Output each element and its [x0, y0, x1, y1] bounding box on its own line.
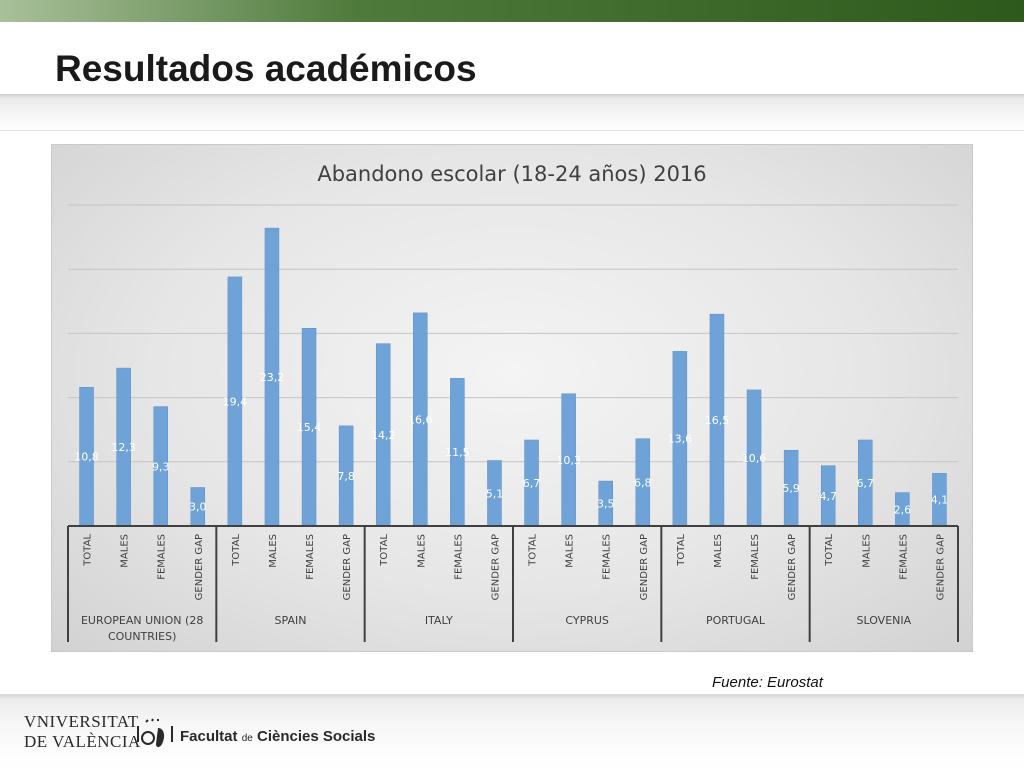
data-label: 10,6 — [742, 452, 767, 465]
category-label: FEMALES — [305, 534, 316, 580]
faculty-word: Facultat — [180, 728, 238, 745]
category-label: GENDER GAP — [342, 534, 353, 600]
university-emblem-icon — [137, 718, 173, 747]
category-label: GENDER GAP — [490, 534, 501, 600]
data-label: 9,3 — [152, 460, 170, 473]
category-label: TOTAL — [379, 534, 390, 567]
data-label: 5,1 — [486, 487, 504, 500]
group-label: EUROPEAN UNION (28 — [81, 614, 203, 627]
title-divider — [0, 94, 1024, 131]
category-label: TOTAL — [676, 534, 687, 567]
chart-title: Abandono escolar (18-24 años) 2016 — [317, 162, 706, 186]
data-label: 15,4 — [297, 421, 322, 434]
data-label: 4,1 — [931, 494, 949, 507]
slide-title: Resultados académicos — [55, 48, 477, 89]
data-label: 6,8 — [634, 476, 652, 489]
category-label: MALES — [861, 534, 872, 568]
group-label: COUNTRIES) — [108, 630, 176, 643]
data-label: 2,6 — [894, 503, 912, 516]
category-label: TOTAL — [528, 534, 539, 567]
category-label: GENDER GAP — [787, 534, 798, 600]
header-band — [0, 0, 1024, 22]
category-label: FEMALES — [750, 534, 761, 580]
group-label: SPAIN — [275, 614, 307, 627]
category-label: GENDER GAP — [935, 534, 946, 600]
data-label: 10,3 — [556, 454, 581, 467]
category-label: TOTAL — [231, 534, 242, 567]
data-label: 4,7 — [819, 490, 837, 503]
faculty-logo: Facultat de Ciències Socials — [180, 728, 375, 745]
data-label: 10,8 — [74, 451, 99, 464]
title-area — [0, 22, 1024, 94]
data-label: 19,4 — [223, 395, 248, 408]
data-label: 6,7 — [523, 477, 541, 490]
footer-band — [0, 694, 1024, 768]
data-label: 14,2 — [371, 429, 396, 442]
faculty-name: Ciències Socials — [256, 728, 376, 745]
university-logo: VNIVERSITAT DE VALÈNCIA — [24, 712, 140, 752]
data-label: 16,6 — [408, 413, 433, 426]
source-note: Fuente: Eurostat — [712, 674, 823, 691]
group-label: SLOVENIA — [857, 614, 912, 627]
category-label: FEMALES — [157, 534, 168, 580]
data-label: 5,9 — [782, 482, 800, 495]
category-label: MALES — [268, 534, 279, 568]
data-label: 7,8 — [337, 470, 355, 483]
chart-container: Abandono escolar (18-24 años) 2016 10,8 TO… — [51, 144, 973, 652]
category-label: FEMALES — [898, 534, 909, 580]
data-label: 6,7 — [857, 477, 875, 490]
group-label: CYPRUS — [565, 614, 609, 627]
category-label: MALES — [713, 534, 724, 568]
category-label: TOTAL — [83, 534, 94, 567]
data-label: 11,5 — [445, 446, 470, 459]
category-label: GENDER GAP — [194, 534, 205, 600]
faculty-de: de — [241, 733, 253, 744]
category-label: FEMALES — [602, 534, 613, 580]
category-label: TOTAL — [824, 534, 835, 567]
data-label: 3,0 — [189, 501, 207, 514]
category-label: MALES — [416, 534, 427, 568]
group-label: PORTUGAL — [706, 614, 766, 627]
data-label: 3,5 — [597, 498, 615, 511]
data-label: 23,2 — [260, 371, 285, 384]
data-label: 12,3 — [111, 441, 136, 454]
group-label: ITALY — [425, 614, 453, 627]
category-label: MALES — [120, 534, 131, 568]
data-label: 13,6 — [668, 433, 693, 446]
category-label: FEMALES — [453, 534, 464, 580]
category-label: GENDER GAP — [639, 534, 650, 600]
university-name-line1: VNIVERSITAT — [24, 712, 139, 731]
university-name-line2: DE VALÈNCIA — [24, 732, 141, 751]
bar-chart: Abandono escolar (18-24 años) 2016 10,8 TO… — [67, 162, 959, 643]
data-label: 16,5 — [705, 414, 730, 427]
category-label: MALES — [565, 534, 576, 568]
